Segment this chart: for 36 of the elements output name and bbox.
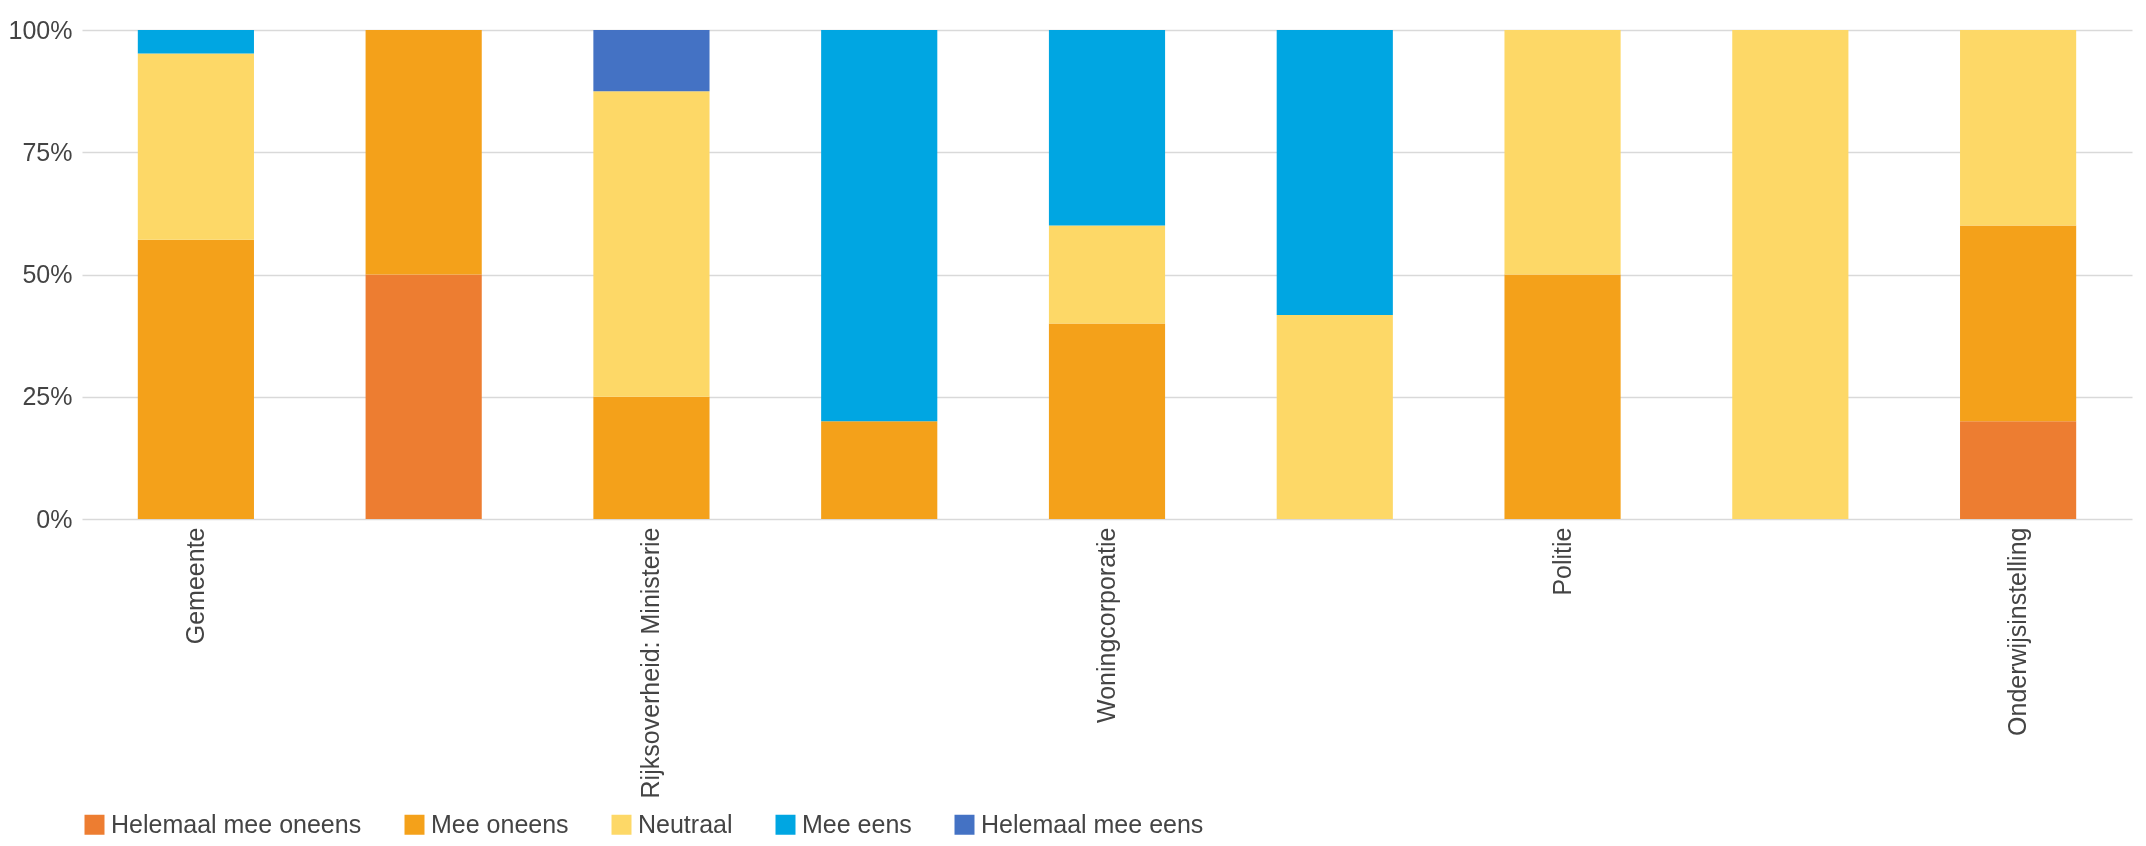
bar xyxy=(821,30,938,422)
bar xyxy=(821,421,938,519)
legend-label: Mee oneens xyxy=(431,809,569,838)
bar xyxy=(1276,30,1393,316)
bar xyxy=(593,396,710,519)
bar xyxy=(1048,225,1166,324)
x-tick-label: Gemeente xyxy=(180,527,209,645)
legend-label: Neutraal xyxy=(638,809,733,838)
bar xyxy=(365,274,482,519)
x-tick-label: Woningcorporatie xyxy=(1092,527,1120,723)
legend-label: Mee eens xyxy=(802,809,912,838)
x-tick-label: Onderwijsinstelling xyxy=(2003,527,2032,736)
x-tick-label: Rijksoverheid: Ministerie xyxy=(636,527,665,799)
bar xyxy=(365,30,482,275)
y-tick-label: 75% xyxy=(22,137,73,166)
x-tick-label: Politie xyxy=(1547,527,1576,596)
bar xyxy=(1504,30,1621,275)
bar xyxy=(1960,225,2077,422)
bar xyxy=(137,53,254,240)
bar xyxy=(1504,274,1621,519)
bar xyxy=(1048,30,1166,226)
bar xyxy=(593,30,710,92)
bar xyxy=(1732,30,1849,519)
y-tick-label: 50% xyxy=(22,260,73,288)
y-tick-label: 100% xyxy=(8,15,73,44)
legend-label: Helemaal mee eens xyxy=(981,809,1204,838)
bar xyxy=(1960,421,2077,519)
legend-label: Helemaal mee oneens xyxy=(111,809,362,838)
bar xyxy=(1048,323,1166,519)
bar xyxy=(137,239,254,519)
y-tick-label: 25% xyxy=(22,382,73,411)
bar xyxy=(593,91,710,397)
bar xyxy=(1960,30,2077,226)
bar xyxy=(1276,315,1393,519)
bar xyxy=(137,30,254,54)
y-tick-label: 0% xyxy=(36,504,73,533)
